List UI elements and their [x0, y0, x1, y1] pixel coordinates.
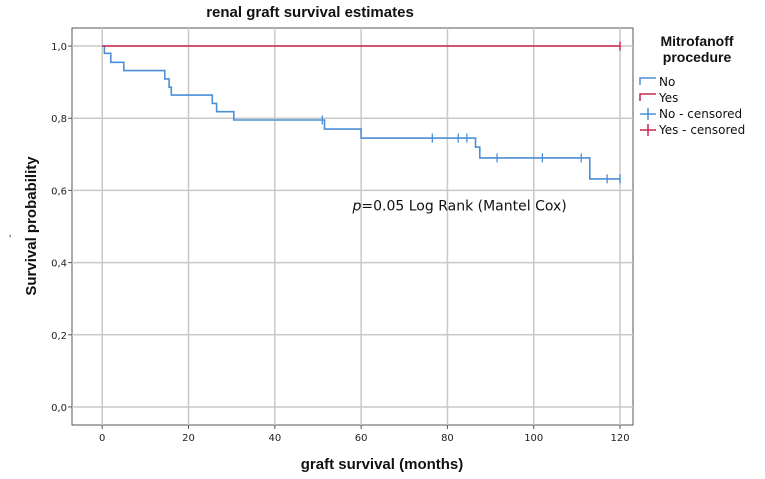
legend-swatch — [639, 77, 656, 85]
annotation-text: =0.05 Log Rank (Mantel Cox) — [361, 198, 566, 214]
legend-label: No — [659, 75, 675, 89]
legend-label: No - censored — [659, 107, 742, 121]
x-tick-label: 0 — [99, 433, 105, 444]
annotation-p: p — [352, 198, 362, 214]
x-tick-label: 40 — [268, 433, 281, 444]
legend-label: Yes - censored — [658, 123, 745, 137]
survival-curve-no — [102, 45, 621, 180]
y-axis-ticks: 0,0 0,2 0,4 0,6 0,8 1,0 — [51, 42, 72, 414]
legend-title: procedure — [663, 49, 732, 65]
y-tick-label: 0,8 — [51, 114, 67, 125]
plot-frame — [71, 27, 634, 426]
chart-title: renal graft survival estimates — [206, 4, 414, 21]
legend-label: Yes — [658, 91, 678, 105]
legend-title: Mitrofanoff — [660, 33, 733, 49]
x-tick-label: 100 — [524, 433, 543, 444]
series-layer — [102, 41, 621, 184]
x-tick-label: 80 — [441, 433, 454, 444]
x-axis-label: graft survival (months) — [301, 456, 464, 473]
y-tick-label: 0,6 — [51, 186, 67, 197]
y-tick-label: 0,2 — [51, 331, 67, 342]
y-tick-label: 1,0 — [51, 42, 67, 53]
plot-area: 0 20 40 60 80 100 120 0,0 0,2 0,4 0,6 0,8 1,0 — [51, 27, 634, 444]
y-tick-label: 0,4 — [51, 259, 67, 270]
y-axis-label: Survival probability — [23, 156, 40, 296]
log-rank-annotation: p=0.05 Log Rank (Mantel Cox) — [352, 198, 567, 214]
x-tick-label: 20 — [182, 433, 195, 444]
x-tick-label: 120 — [611, 433, 630, 444]
x-tick-label: 60 — [355, 433, 368, 444]
y-axis-label-marker: - — [5, 234, 16, 238]
y-tick-label: 0,0 — [51, 403, 67, 414]
legend-swatch — [639, 93, 656, 101]
x-axis-ticks: 0 20 40 60 80 100 120 — [99, 425, 630, 444]
